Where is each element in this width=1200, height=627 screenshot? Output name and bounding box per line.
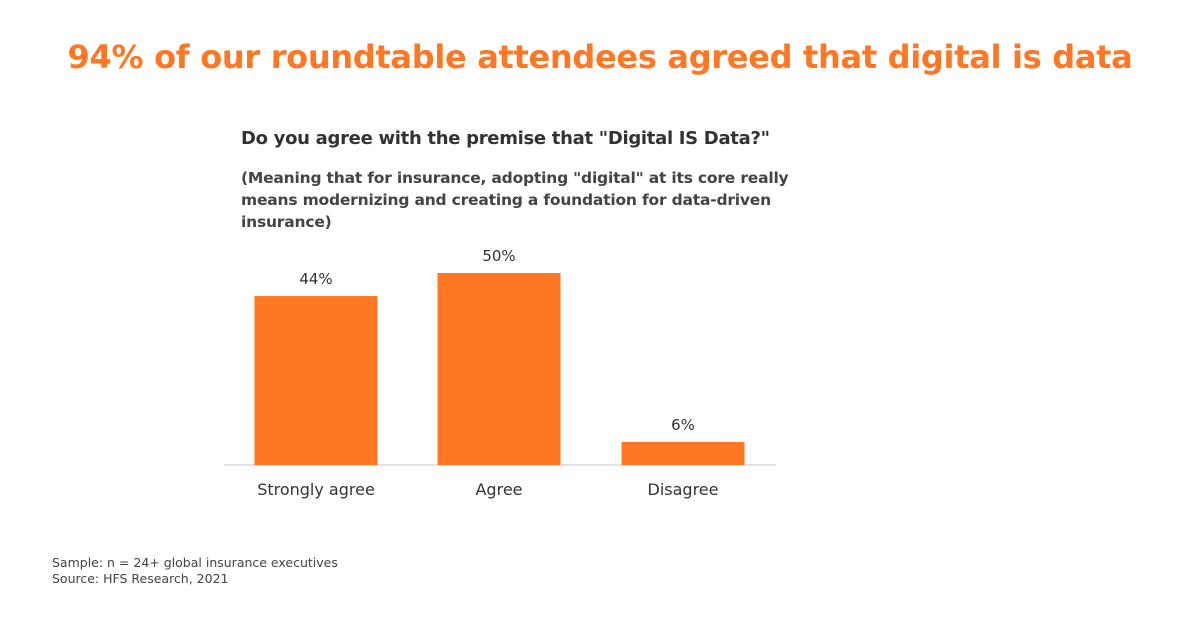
value-label: 44% <box>299 270 332 288</box>
chart-subquestion: (Meaning that for insurance, adopting "d… <box>241 169 789 231</box>
category-label: Disagree <box>648 480 719 499</box>
page-title: 94% of our roundtable attendees agreed t… <box>67 38 1133 76</box>
bar-agree <box>437 273 561 465</box>
footnote-sample: Sample: n = 24+ global insurance executi… <box>52 555 338 570</box>
value-label: 50% <box>482 247 515 265</box>
value-label: 6% <box>671 416 695 434</box>
bar-strongly-agree <box>254 296 378 465</box>
footnote-source: Source: HFS Research, 2021 <box>52 571 229 586</box>
chart-question: Do you agree with the premise that "Digi… <box>241 128 770 149</box>
category-label: Agree <box>475 480 522 499</box>
bar-disagree <box>621 441 745 465</box>
category-label: Strongly agree <box>257 480 375 499</box>
